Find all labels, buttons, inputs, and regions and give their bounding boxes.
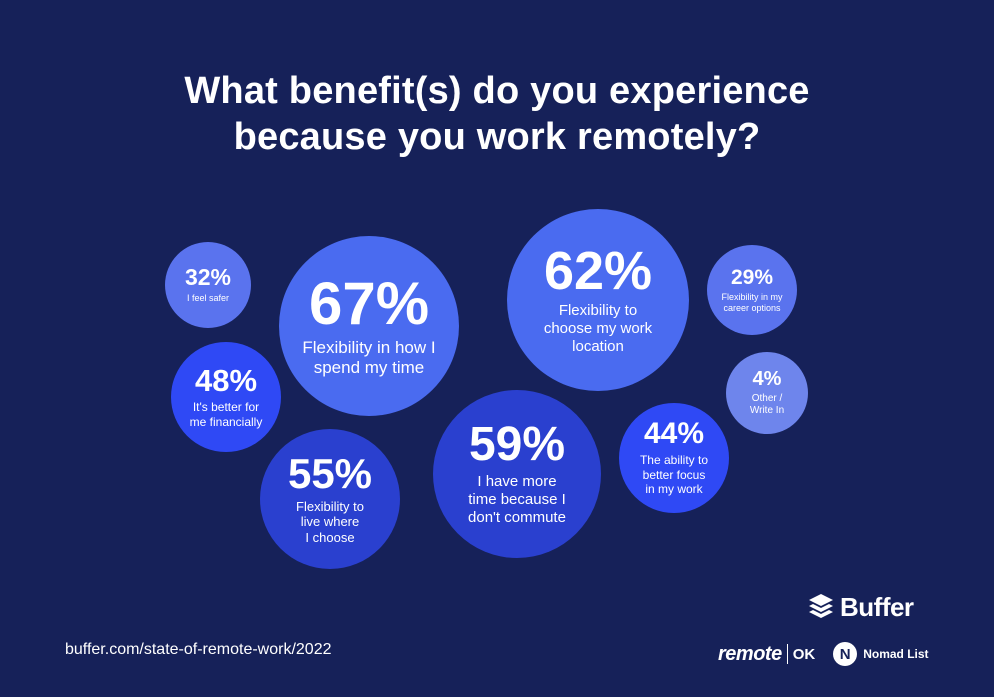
remoteok-logo-ok: OK: [792, 645, 816, 663]
remoteok-logo-remote: remote: [718, 642, 782, 665]
bubble-4: 4% Other / Write In: [726, 352, 808, 434]
chart-title-line1: What benefit(s) do you experience: [184, 70, 810, 112]
bubble-value: 62%: [543, 241, 653, 301]
nomadlist-logo: N Nomad List: [833, 642, 929, 666]
bubble-48: 48% It's better for me financially: [171, 342, 281, 452]
bubble-value: 4%: [752, 368, 782, 390]
bubble-29: 29% Flexibility in my career options: [707, 245, 797, 335]
bubble-label: The ability to better focus in my work: [639, 453, 709, 497]
bubble-value: 55%: [287, 449, 373, 497]
remoteok-divider: [786, 644, 788, 664]
bubble-44: 44% The ability to better focus in my wor…: [619, 403, 729, 513]
bubble-label: Flexibility in my career options: [721, 291, 783, 313]
nomadlist-name: Nomad List: [863, 647, 929, 661]
buffer-name: Buffer: [840, 591, 914, 622]
bubble-label: Other / Write In: [749, 393, 785, 416]
bubble-59: 59% I have more time because I don't comm…: [433, 390, 601, 558]
bubble-label: I have more time because I don't commute: [468, 473, 566, 526]
bubble-62: 62% Flexibility to choose my work locatio…: [507, 209, 689, 391]
buffer-stack-icon: [809, 594, 833, 618]
bubble-value: 67%: [308, 269, 430, 337]
source-url[interactable]: buffer.com/state-of-remote-work/2022: [65, 641, 332, 658]
bubble-label: It's better for me financially: [189, 400, 263, 429]
bubble-67: 67% Flexibility in how I spend my time: [279, 236, 459, 416]
bubble-value: 48%: [194, 363, 258, 399]
bubble-value: 29%: [730, 265, 774, 289]
bubble-value: 44%: [643, 417, 705, 451]
nomadlist-badge-icon: N: [833, 642, 858, 666]
bubble-55: 55% Flexibility to live where I choose: [260, 429, 400, 569]
partner-logos: remote OK N Nomad List: [718, 640, 929, 668]
chart-title: What benefit(s) do you experience becaus…: [0, 68, 994, 160]
bubble-label: Flexibility to live where I choose: [296, 498, 364, 545]
bubble-32: 32% I feel safer: [165, 242, 251, 328]
bubble-value: 32%: [184, 264, 232, 291]
buffer-logo: Buffer: [808, 590, 914, 624]
bubble-label: Flexibility in how I spend my time: [302, 337, 436, 377]
bubble-label: I feel safer: [186, 293, 230, 304]
bubble-label: Flexibility to choose my work location: [543, 302, 653, 355]
chart-title-line2: because you work remotely?: [233, 116, 761, 158]
bubble-value: 59%: [468, 418, 566, 471]
